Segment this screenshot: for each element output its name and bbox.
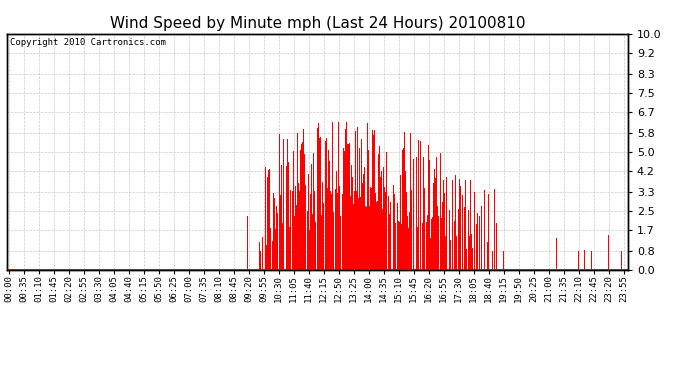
Text: Copyright 2010 Cartronics.com: Copyright 2010 Cartronics.com xyxy=(10,39,166,48)
Title: Wind Speed by Minute mph (Last 24 Hours) 20100810: Wind Speed by Minute mph (Last 24 Hours)… xyxy=(110,16,525,31)
